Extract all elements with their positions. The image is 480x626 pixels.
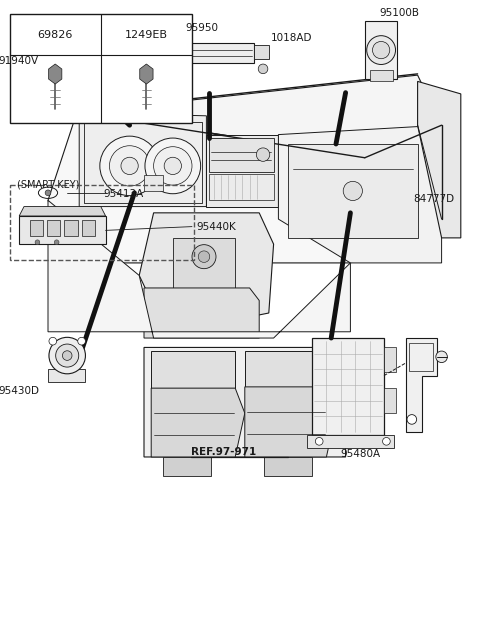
Text: 69826: 69826 (37, 29, 73, 39)
Polygon shape (278, 125, 442, 263)
Polygon shape (173, 238, 235, 288)
Circle shape (121, 157, 138, 175)
Bar (82, 220, 95, 236)
Polygon shape (418, 81, 461, 238)
Text: 95100B: 95100B (379, 8, 419, 18)
Polygon shape (307, 435, 394, 448)
Polygon shape (406, 338, 437, 432)
Polygon shape (48, 369, 85, 382)
Circle shape (100, 136, 159, 196)
Bar (365, 21, 397, 79)
Polygon shape (77, 75, 442, 156)
Text: 84777D: 84777D (413, 194, 454, 204)
Polygon shape (48, 113, 442, 263)
Polygon shape (79, 113, 206, 207)
Text: 95413A: 95413A (103, 189, 144, 199)
Polygon shape (288, 144, 418, 238)
Circle shape (109, 146, 150, 186)
Circle shape (367, 36, 396, 64)
Text: 95440K: 95440K (197, 222, 237, 232)
Circle shape (154, 146, 192, 185)
Polygon shape (151, 351, 235, 388)
Polygon shape (245, 387, 336, 457)
Text: 91940V: 91940V (0, 56, 38, 66)
Circle shape (407, 414, 417, 424)
Polygon shape (19, 216, 106, 244)
Circle shape (54, 240, 59, 245)
Circle shape (192, 245, 216, 269)
Circle shape (383, 438, 390, 445)
Polygon shape (139, 213, 274, 326)
Polygon shape (144, 347, 346, 457)
Bar (209, 138, 274, 172)
Bar (144, 175, 163, 191)
Polygon shape (65, 46, 96, 78)
Text: 1018AD: 1018AD (271, 33, 312, 43)
Bar (264, 457, 312, 476)
Text: 95430D: 95430D (0, 386, 39, 396)
Circle shape (45, 190, 51, 196)
Bar (384, 388, 396, 413)
Bar (384, 347, 396, 372)
Circle shape (198, 251, 210, 262)
Circle shape (315, 438, 323, 445)
Circle shape (258, 64, 268, 74)
Circle shape (35, 240, 40, 245)
Bar (209, 174, 274, 200)
Polygon shape (312, 338, 384, 435)
Polygon shape (144, 288, 259, 338)
Polygon shape (151, 388, 245, 457)
Bar (72, 34, 91, 47)
Bar (30, 220, 43, 236)
Circle shape (164, 157, 181, 175)
Polygon shape (245, 351, 326, 387)
Bar (10, 185, 194, 260)
Circle shape (343, 182, 362, 200)
Circle shape (145, 138, 201, 193)
Circle shape (62, 351, 72, 361)
Text: 1249EB: 1249EB (125, 29, 168, 39)
Text: REF.97-971: REF.97-971 (191, 447, 256, 457)
Circle shape (372, 41, 390, 59)
Text: 95950: 95950 (185, 23, 218, 33)
Polygon shape (140, 64, 153, 84)
Text: 95480A: 95480A (341, 449, 381, 459)
Circle shape (436, 351, 447, 362)
Bar (10, 14, 192, 123)
Polygon shape (48, 200, 350, 338)
Bar (96, 50, 105, 70)
Circle shape (78, 337, 85, 345)
Bar (163, 457, 211, 476)
Circle shape (256, 148, 270, 162)
Bar (409, 343, 433, 371)
Bar (254, 45, 269, 59)
Circle shape (49, 337, 57, 345)
Circle shape (49, 337, 85, 374)
Bar (47, 220, 60, 236)
Polygon shape (206, 135, 278, 207)
Text: (SMART KEY): (SMART KEY) (17, 179, 80, 189)
Polygon shape (48, 64, 62, 84)
Circle shape (56, 344, 79, 367)
Polygon shape (19, 207, 106, 216)
Polygon shape (163, 43, 254, 63)
Bar (370, 70, 393, 81)
Bar (64, 220, 78, 236)
